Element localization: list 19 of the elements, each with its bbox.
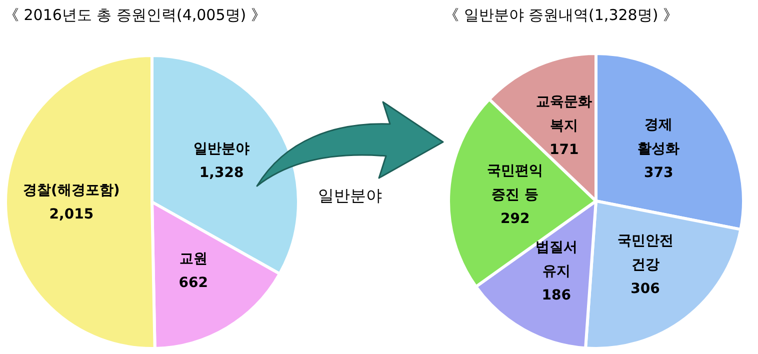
data-label: 186	[542, 287, 571, 304]
text: 일반분야	[318, 186, 382, 207]
slice-label: 법질서 유지	[535, 239, 578, 280]
slice-label: 국민안전 건강	[617, 233, 674, 274]
data-label: 662	[178, 274, 208, 291]
data-label: 292	[500, 210, 530, 227]
chart-title: 《 일반분야 증원내역(1,328명) 》	[444, 6, 678, 25]
slice-label: 교육문화 복지	[536, 94, 592, 134]
slice-label: 국민편익 증진 등	[487, 162, 544, 203]
chart-title: 《 2016년도 총 증원인력(4,005명) 》	[4, 6, 266, 25]
data-label: 2,015	[49, 206, 94, 222]
data-label: 306	[630, 281, 660, 298]
slice-label: 경찰(해경포함)	[23, 182, 120, 198]
data-label: 373	[644, 165, 674, 182]
slice-label: 일반분야	[194, 140, 250, 157]
data-label: 171	[549, 142, 579, 158]
data-label: 1,328	[199, 164, 244, 181]
slice-label: 경제 활성화	[638, 117, 680, 158]
slice-label: 교원	[179, 250, 208, 267]
